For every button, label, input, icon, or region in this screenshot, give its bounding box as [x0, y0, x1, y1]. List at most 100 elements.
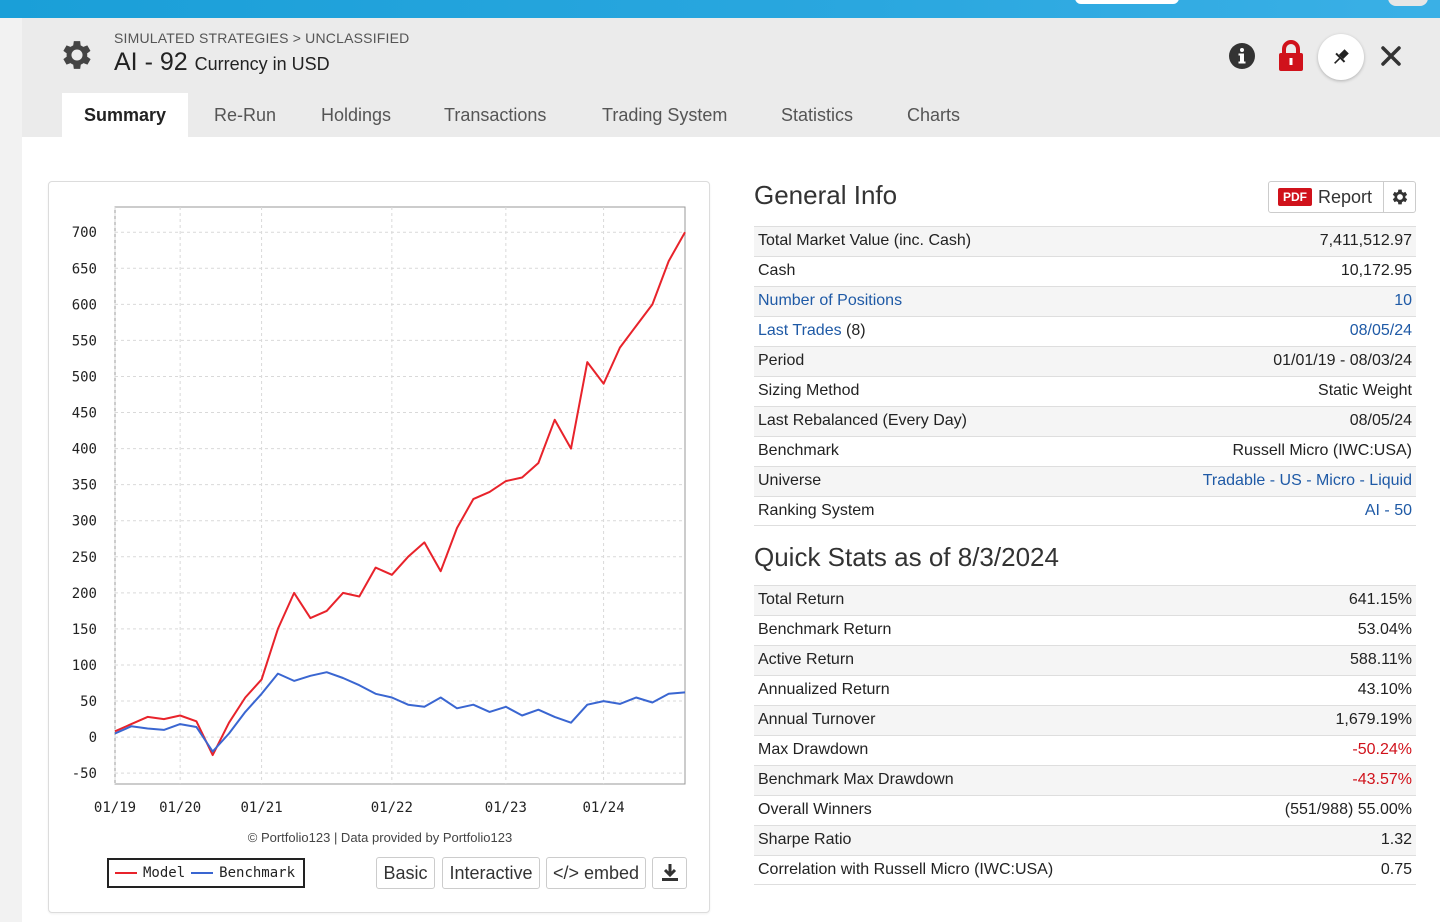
row-label: Sizing Method	[758, 382, 860, 399]
row-value: 641.15%	[1348, 591, 1412, 608]
pin-button[interactable]	[1318, 34, 1364, 80]
performance-chart-card: 700 650 600 550 500 450 400 350 300 250 200 150 100 5…	[48, 181, 710, 913]
row-value: 53.04%	[1357, 621, 1412, 638]
table-row: Benchmark Russell Micro (IWC:USA)	[754, 436, 1416, 466]
row-value: (551/988) 55.00%	[1284, 801, 1412, 818]
row-label: Ranking System	[758, 502, 875, 519]
top-accent-bar	[0, 0, 1440, 18]
row-label: Max Drawdown	[758, 741, 869, 758]
universe-link[interactable]: Tradable - US - Micro - Liquid	[1202, 472, 1412, 489]
y-tick-label: 300	[72, 514, 97, 530]
tab-charts[interactable]: Charts	[907, 105, 961, 125]
row-label: Cash	[758, 262, 796, 279]
table-row: Ranking System AI - 50	[754, 496, 1416, 526]
gear-icon[interactable]	[58, 36, 96, 74]
row-value: Russell Micro (IWC:USA)	[1232, 442, 1412, 459]
y-tick-label: 450	[72, 406, 97, 422]
embed-button[interactable]: </> embed	[546, 857, 646, 889]
row-label: Active Return	[758, 651, 855, 668]
y-tick-label: 650	[72, 261, 97, 277]
close-button[interactable]	[1375, 40, 1407, 72]
download-button[interactable]	[652, 857, 687, 889]
row-label: Total Return	[758, 591, 845, 608]
report-button[interactable]: PDF Report	[1268, 181, 1416, 213]
legend-swatch-benchmark	[191, 872, 214, 874]
row-value: 1.32	[1380, 831, 1412, 848]
table-row: Correlation with Russell Micro (IWC:USA)…	[754, 855, 1416, 885]
row-label: Annual Turnover	[758, 711, 876, 728]
info-button[interactable]	[1226, 40, 1258, 72]
lock-icon	[1279, 40, 1303, 71]
table-row: Active Return 588.11%	[754, 645, 1416, 675]
performance-chart[interactable]: 7006506005505004504003503002502001501005…	[49, 182, 711, 822]
chart-credit: © Portfolio123 | Data provided by Portfo…	[247, 830, 513, 845]
number-of-positions-link[interactable]: Number of Positions	[758, 292, 903, 309]
y-tick-label: 200	[72, 586, 97, 602]
table-row: Overall Winners (551/988) 55.00%	[754, 795, 1416, 825]
row-label: Overall Winners	[758, 801, 872, 818]
table-row: Period 01/01/19 - 08/03/24	[754, 346, 1416, 376]
quick-stats-title: Quick Stats as of 8/3/2024	[754, 542, 1059, 572]
y-tick-label: 250	[72, 550, 97, 566]
positions-count-link[interactable]: 10	[1394, 292, 1412, 309]
report-settings-icon[interactable]	[1390, 187, 1410, 207]
ranking-system-link[interactable]: AI - 50	[1364, 502, 1412, 519]
y-tick-label: 550	[72, 333, 97, 349]
breadcrumb[interactable]: SIMULATED STRATEGIES > UNCLASSIFIED	[114, 30, 410, 46]
row-value: 1,679.19%	[1335, 711, 1412, 728]
left-gutter	[0, 18, 22, 922]
tab-holdings[interactable]: Holdings	[321, 105, 392, 125]
currency-label: Currency in USD	[194, 54, 330, 74]
x-tick-label: 01/24	[582, 800, 624, 816]
avatar[interactable]	[1388, 0, 1428, 6]
row-label: Last Rebalanced (Every Day)	[758, 412, 967, 429]
table-row: Universe Tradable - US - Micro - Liquid	[754, 466, 1416, 496]
top-search-pill[interactable]	[1075, 0, 1179, 4]
report-label: Report	[1318, 186, 1373, 207]
x-tick-label: 01/21	[240, 800, 282, 816]
row-label: Total Market Value (inc. Cash)	[758, 232, 972, 249]
x-tick-label: 01/20	[159, 800, 201, 816]
tab-rerun[interactable]: Re-Run	[214, 105, 277, 125]
interactive-chart-button[interactable]: Interactive	[442, 857, 540, 889]
legend-swatch-model	[115, 872, 137, 874]
row-value: -50.24%	[1352, 741, 1412, 758]
tab-transactions[interactable]: Transactions	[444, 105, 547, 125]
table-row: Sizing Method Static Weight	[754, 376, 1416, 406]
row-label: Last Trades (8)	[758, 317, 866, 345]
row-label: Universe	[758, 472, 822, 489]
series-line-benchmark	[114, 671, 686, 753]
y-tick-label: 400	[72, 442, 97, 458]
y-tick-label: 0	[89, 730, 97, 746]
row-label: Correlation with Russell Micro (IWC:USA)	[758, 861, 1054, 878]
x-tick-label: 01/19	[94, 800, 136, 816]
row-value: 01/01/19 - 08/03/24	[1273, 352, 1412, 369]
quick-stats-table: Total Return 641.15% Benchmark Return 53…	[754, 585, 1416, 885]
last-trades-link[interactable]: Last Trades	[758, 322, 842, 339]
table-row: Last Trades (8) 08/05/24	[754, 316, 1416, 346]
last-trades-date-link[interactable]: 08/05/24	[1349, 322, 1412, 339]
row-label: Benchmark	[758, 442, 839, 459]
legend-label-benchmark: Benchmark	[219, 865, 296, 881]
table-row: Number of Positions 10	[754, 286, 1416, 316]
row-label: Benchmark Return	[758, 621, 892, 638]
table-row: Cash 10,172.95	[754, 256, 1416, 286]
tab-bar: Summary Re-Run Holdings Transactions Tra…	[22, 93, 1440, 137]
last-trades-count: (8)	[841, 322, 866, 339]
general-info-table: Total Market Value (inc. Cash) 7,411,512…	[754, 226, 1416, 526]
tab-statistics[interactable]: Statistics	[781, 105, 854, 125]
pdf-badge: PDF	[1278, 188, 1312, 206]
legend-label-model: Model	[143, 865, 186, 881]
y-tick-label: 50	[80, 694, 97, 710]
row-label: Annualized Return	[758, 681, 890, 698]
info-icon	[1229, 43, 1255, 69]
lock-button[interactable]	[1275, 40, 1307, 72]
basic-chart-button[interactable]: Basic	[376, 857, 435, 889]
x-tick-label: 01/22	[371, 800, 413, 816]
y-tick-label: 600	[72, 297, 97, 313]
table-row: Benchmark Return 53.04%	[754, 615, 1416, 645]
row-label: Benchmark Max Drawdown	[758, 771, 954, 788]
y-tick-label: 350	[72, 478, 97, 494]
tab-trading-system[interactable]: Trading System	[602, 105, 728, 125]
tab-summary[interactable]: Summary	[62, 93, 188, 137]
